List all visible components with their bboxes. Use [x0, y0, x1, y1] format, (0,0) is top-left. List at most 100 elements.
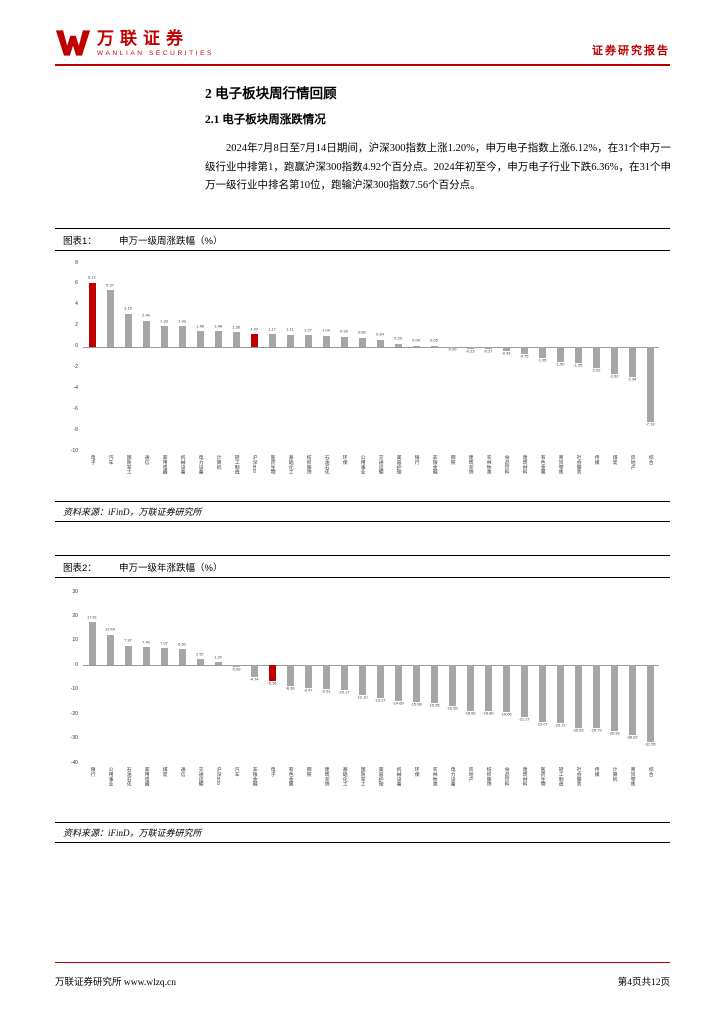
- x-axis-category-label: 交通运输: [197, 767, 203, 787]
- bar-公用事业: [358, 337, 366, 347]
- x-axis-category-label: 建筑材料: [521, 455, 527, 475]
- x-axis-category-label: 电子: [89, 455, 95, 465]
- x-axis-line: [83, 665, 659, 667]
- figure-2: 图表2： 申万一级年涨跌幅（%） 30 20 10 0 -10 -20 -30 -40 17.6…: [55, 555, 670, 843]
- bar-综合: [646, 665, 654, 743]
- bar-电力设备: [196, 331, 204, 347]
- bar-计算机: [610, 665, 618, 732]
- bar-value-label: 12.44: [105, 628, 115, 633]
- x-axis-category-label: 机械设备: [179, 455, 185, 475]
- y-axis-tick: 20: [72, 613, 78, 619]
- bar-建筑装饰: [322, 665, 330, 690]
- y-axis-tick: 10: [72, 637, 78, 643]
- x-axis-category-label: 电子: [269, 767, 275, 777]
- bar-value-label: -25.63: [572, 728, 584, 733]
- wanlian-w-logo-icon: [55, 30, 91, 56]
- bar-value-label: -4.74: [249, 677, 259, 682]
- bar-石油石化: [124, 645, 132, 666]
- bar-value-label: -26.99: [608, 732, 620, 737]
- bar-value-label: 1.93: [160, 319, 168, 324]
- x-axis-category-label: 国防军工: [359, 767, 365, 787]
- bar-value-label: 7.97: [124, 639, 132, 644]
- bar-非银金融: [250, 665, 258, 677]
- bar-煤炭: [160, 648, 168, 666]
- bar-美容护理: [376, 665, 384, 698]
- bar-value-label: -0.43: [501, 352, 511, 356]
- bar-value-label: -2.02: [591, 368, 601, 373]
- x-axis-line: [83, 346, 659, 348]
- bar-value-label: 1.07: [304, 328, 312, 333]
- report-type-label: 证券研究报告: [592, 45, 670, 57]
- bar-value-label: 6.60: [178, 642, 186, 647]
- x-axis-category-label: 计算机: [611, 767, 617, 782]
- yearly-change-bar-chart: 30 20 10 0 -10 -20 -30 -40 17.61 银行 12.44 公用事业 7.97 石…: [55, 578, 670, 822]
- x-axis-category-label: 沪深300: [251, 455, 257, 473]
- x-axis-category-label: 电力设备: [197, 455, 203, 475]
- figure-1-header: 图表1： 申万一级周涨跌幅（%）: [55, 228, 670, 251]
- y-axis-tick: 6: [75, 280, 78, 286]
- bar-非银金融: [430, 345, 438, 347]
- y-axis-tick: -8: [73, 427, 78, 433]
- bar-value-label: 0.93: [340, 330, 348, 335]
- x-axis-category-label: 汽车: [233, 767, 239, 777]
- x-axis-category-label: 房地产: [629, 455, 635, 470]
- bar-钢铁: [448, 346, 456, 348]
- bar-value-label: 1.48: [214, 324, 222, 329]
- bar-轻工制造: [232, 332, 240, 347]
- x-axis-category-label: 计算机: [215, 455, 221, 470]
- x-axis-category-label: 社会服务: [575, 455, 581, 475]
- y-axis-tick: -6: [73, 406, 78, 412]
- bar-社会服务: [574, 665, 582, 728]
- bar-银行: [412, 345, 420, 347]
- bar-value-label: 0.64: [376, 333, 384, 338]
- figure-2-header: 图表2： 申万一级年涨跌幅（%）: [55, 555, 670, 578]
- bar-value-label: 3.15: [124, 307, 132, 312]
- x-axis-category-label: 有色金属: [287, 767, 293, 787]
- x-axis-category-label: 房地产: [467, 767, 473, 782]
- x-axis-category-label: 社会服务: [575, 767, 581, 787]
- x-axis-category-label: 机械设备: [395, 767, 401, 787]
- bar-value-label: -15.55: [428, 704, 440, 709]
- figure-1: 图表1： 申万一级周涨跌幅（%） 8 6 4 2 0 -2 -4 -6 -8 -10 6.12 电子 5…: [55, 228, 670, 522]
- x-axis-category-label: 环保: [413, 767, 419, 777]
- bar-value-label: -23.72: [554, 724, 566, 729]
- x-axis-category-label: 石油石化: [125, 767, 131, 787]
- bar-value-label: -13.27: [374, 698, 386, 703]
- bar-国防军工: [124, 313, 132, 347]
- bar-纺织服饰: [484, 665, 492, 712]
- bar-建筑材料: [520, 665, 528, 718]
- bar-房地产: [466, 665, 474, 711]
- bar-国防军工: [358, 665, 366, 695]
- bar-石油石化: [322, 335, 330, 347]
- bar-建筑装饰: [466, 346, 474, 349]
- bar-value-label: -16.55: [446, 706, 458, 711]
- bar-value-label: -14.69: [392, 702, 404, 707]
- bar-value-label: -31.55: [644, 743, 656, 748]
- x-axis-category-label: 交通运输: [377, 455, 383, 475]
- bar-value-label: 2.46: [142, 314, 150, 319]
- bar-value-label: 1.93: [178, 319, 186, 324]
- bar-电子: [268, 665, 276, 681]
- bar-家用电器: [160, 326, 168, 347]
- x-axis-category-label: 电力设备: [449, 767, 455, 787]
- x-axis-category-label: 煤炭: [161, 767, 167, 777]
- bar-汽车: [106, 290, 114, 347]
- bar-value-label: -0.69: [231, 667, 241, 672]
- logo-name-en: WANLIAN SECURITIES: [97, 50, 214, 57]
- bar-value-label: 1.17: [268, 327, 276, 332]
- figure-2-title: 申万一级年涨跌幅（%）: [119, 563, 223, 574]
- x-axis-category-label: 传媒: [593, 455, 599, 465]
- bar-value-label: -2.94: [627, 378, 637, 383]
- bar-value-label: -9.91: [321, 690, 331, 695]
- bar-value-label: -10.17: [338, 691, 350, 696]
- x-axis-category-label: 食品饮料: [503, 455, 509, 475]
- y-axis-tick: -2: [73, 364, 78, 370]
- x-axis-category-label: 商贸零售: [557, 455, 563, 475]
- x-axis-category-label: 有色金属: [539, 455, 545, 475]
- bar-value-label: 1.20: [214, 655, 222, 660]
- bar-交通运输: [196, 659, 204, 666]
- bar-农林牧渔: [484, 346, 492, 350]
- bar-value-label: 2.57: [196, 652, 204, 657]
- y-axis-tick: 30: [72, 588, 78, 595]
- x-axis-category-label: 建筑装饰: [323, 767, 329, 787]
